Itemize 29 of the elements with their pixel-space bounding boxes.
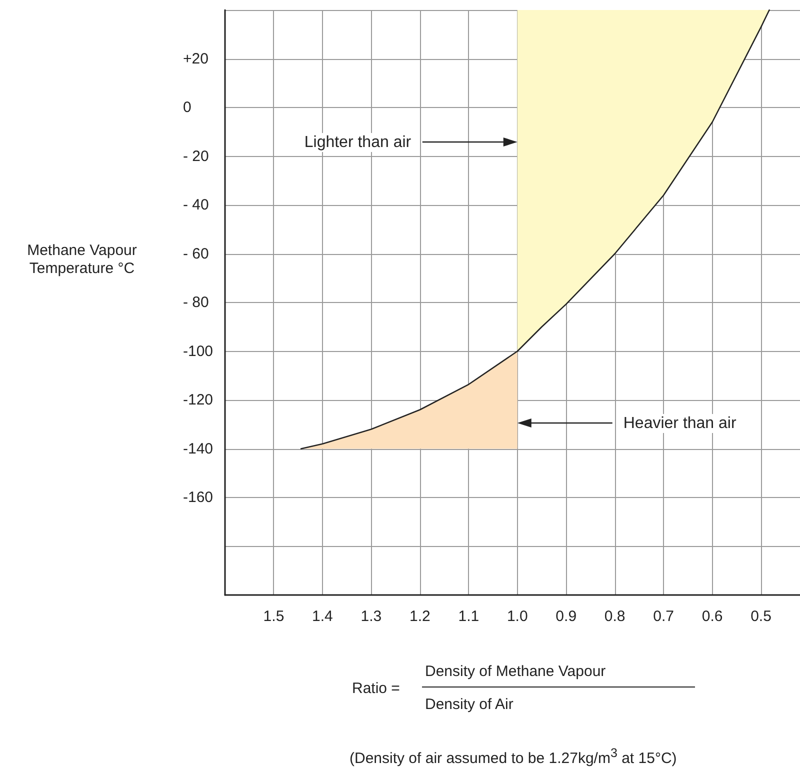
y-tick-label: - 60	[183, 245, 209, 262]
y-tick-label: -160	[183, 489, 214, 506]
x-tick-label: 1.0	[506, 608, 528, 625]
y-tick-label: -140	[183, 440, 214, 458]
x-tick-label: 1.4	[312, 608, 333, 625]
y-tick-label: - 80	[183, 294, 209, 311]
y-tick-label: 0	[183, 99, 192, 116]
x-tick-label: 0.9	[556, 608, 577, 625]
x-tick-label: 0.7	[653, 608, 674, 625]
y-tick-label: +20	[183, 50, 208, 68]
text: Density of Air	[425, 696, 514, 714]
y-tick-label: - 40	[183, 196, 209, 214]
x-tick-label: 1.1	[458, 608, 480, 625]
x-tick-label: 1.3	[360, 608, 382, 625]
y-tick-label: -120	[183, 392, 214, 408]
x-tick-label: 1.2	[409, 608, 430, 625]
x-tick-label: 0.6	[702, 608, 723, 625]
x-tick-label: 0.5	[750, 608, 772, 625]
line-series	[300, 9, 770, 450]
x-tick-label: 1.5	[263, 608, 284, 625]
text: Methane Vapour Temperature °C	[26, 242, 138, 278]
annotation: Heavier than air	[620, 414, 740, 433]
x-tick-label: 0.8	[604, 608, 626, 625]
y-tick-label: - 20	[183, 148, 209, 165]
annotation: Lighter than air	[301, 132, 414, 152]
text: (Density of air assumed to be 1.27kg/m$^{3}$ at 15°C)	[350, 746, 677, 768]
y-tick-label: -100	[183, 342, 214, 360]
x-axis-title: Ratio =	[352, 680, 400, 698]
text: Density of Methane Vapour	[425, 663, 606, 681]
